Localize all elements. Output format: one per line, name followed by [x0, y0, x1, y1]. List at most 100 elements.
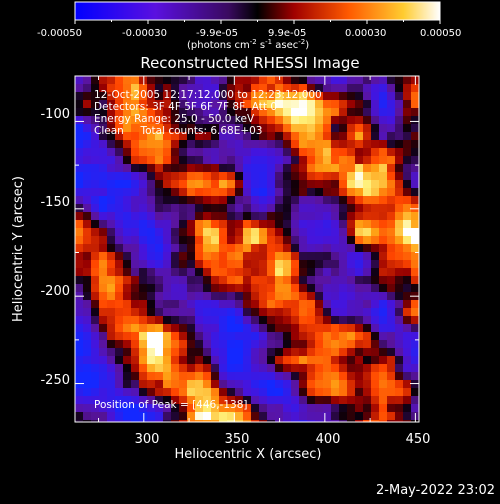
heatmap-cell [291, 204, 300, 213]
heatmap-cell [387, 180, 396, 189]
heatmap-cell [267, 372, 276, 381]
heatmap-cell [219, 116, 228, 125]
heatmap-cell [195, 116, 204, 125]
heatmap-cell [123, 300, 132, 309]
heatmap-cell [99, 148, 108, 157]
heatmap-cell [131, 212, 140, 221]
heatmap-cell [171, 380, 180, 389]
heatmap-cell [219, 332, 228, 341]
heatmap-cell [155, 156, 164, 165]
heatmap-cell [211, 196, 220, 205]
heatmap-cell [299, 332, 308, 341]
heatmap-cell [315, 268, 324, 277]
heatmap-cell [379, 372, 388, 381]
heatmap-cell [171, 220, 180, 229]
heatmap-cell [251, 204, 260, 213]
heatmap-cell [331, 236, 340, 245]
heatmap-cell [259, 340, 268, 349]
heatmap-cell [75, 164, 84, 173]
heatmap-cell [411, 308, 419, 317]
heatmap-cell [163, 252, 172, 261]
heatmap-cell [147, 252, 156, 261]
heatmap-cell [123, 340, 132, 349]
heatmap-cell [147, 108, 156, 117]
heatmap-cell [251, 404, 260, 413]
heatmap-cell [259, 292, 268, 301]
heatmap-cell [75, 300, 84, 309]
heatmap-cell [179, 132, 188, 141]
heatmap-cell [315, 172, 324, 181]
x-tick-label: 350 [225, 432, 250, 447]
heatmap-cell [75, 92, 84, 101]
heatmap-cell [331, 364, 340, 373]
heatmap-cell [315, 348, 324, 357]
heatmap-cell [131, 108, 140, 117]
colorbar-ticks [74, 20, 441, 24]
heatmap-cell [355, 116, 364, 125]
heatmap-cell [395, 132, 404, 141]
heatmap-cell [91, 412, 100, 421]
heatmap-cell [307, 420, 316, 422]
heatmap-cell [379, 100, 388, 109]
heatmap-cell [123, 268, 132, 277]
heatmap-cell [75, 268, 84, 277]
heatmap-cell [315, 276, 324, 285]
heatmap-cell [291, 100, 300, 109]
heatmap-cell [403, 356, 412, 365]
heatmap-cell [179, 116, 188, 125]
heatmap-cell [355, 188, 364, 197]
heatmap-cell [187, 276, 196, 285]
heatmap-cell [355, 76, 364, 85]
heatmap-cell [363, 100, 372, 109]
heatmap-cell [323, 412, 332, 421]
heatmap-cell [235, 228, 244, 237]
heatmap-cell [195, 276, 204, 285]
heatmap-cell [123, 220, 132, 229]
heatmap-cell [99, 140, 108, 149]
heatmap-cell [387, 116, 396, 125]
heatmap-cell [179, 412, 188, 421]
heatmap-cell [235, 132, 244, 141]
heatmap-cell [203, 324, 212, 333]
heatmap-cell [283, 172, 292, 181]
heatmap-cell [371, 332, 380, 341]
heatmap-cell [355, 204, 364, 213]
heatmap-cell [339, 140, 348, 149]
heatmap-cell [371, 180, 380, 189]
heatmap-cell [331, 332, 340, 341]
heatmap-cell [203, 388, 212, 397]
heatmap-cell [203, 180, 212, 189]
heatmap-cell [251, 116, 260, 125]
heatmap-cell [403, 388, 412, 397]
heatmap-cell [219, 244, 228, 253]
heatmap-cell [163, 396, 172, 405]
heatmap-cell [299, 412, 308, 421]
heatmap-cell [395, 212, 404, 221]
heatmap-cell [331, 172, 340, 181]
heatmap-cell [171, 316, 180, 325]
heatmap-cell [267, 188, 276, 197]
heatmap-cell [99, 252, 108, 261]
heatmap-cell [275, 324, 284, 333]
heatmap-cell [403, 244, 412, 253]
heatmap-cell [147, 404, 156, 413]
heatmap-cell [299, 372, 308, 381]
heatmap-cell [395, 164, 404, 173]
heatmap-cell [163, 92, 172, 101]
heatmap-cell [323, 332, 332, 341]
heatmap-cell [83, 364, 92, 373]
heatmap-cell [211, 156, 220, 165]
heatmap-cell [315, 356, 324, 365]
heatmap-cell [171, 412, 180, 421]
heatmap-cell [395, 156, 404, 165]
heatmap-cell [411, 388, 419, 397]
heatmap-cell [299, 300, 308, 309]
heatmap-cell [107, 300, 116, 309]
heatmap-cell [291, 252, 300, 261]
heatmap-cell [379, 204, 388, 213]
heatmap-cell [395, 76, 404, 85]
heatmap-cell [371, 124, 380, 133]
heatmap-cell [187, 292, 196, 301]
heatmap-cell [179, 308, 188, 317]
heatmap-cell [91, 404, 100, 413]
